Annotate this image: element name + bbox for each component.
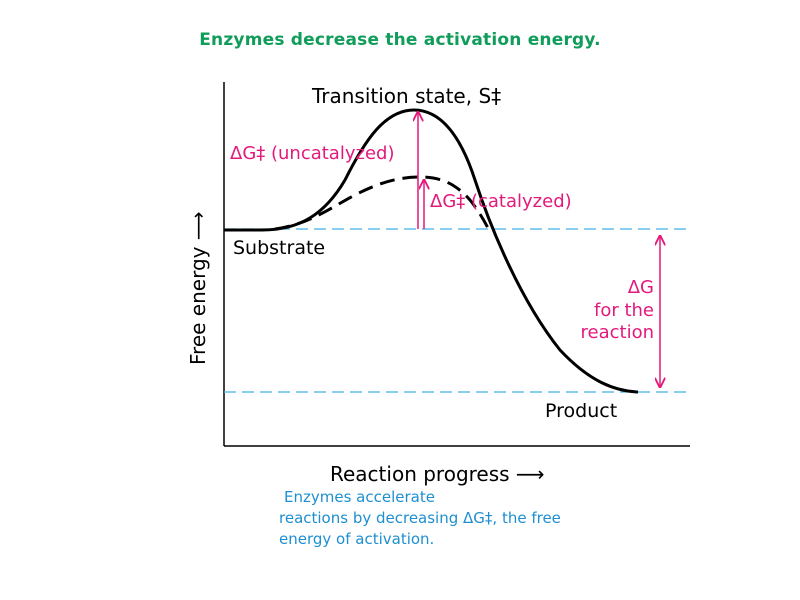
uncatalyzed-delta-g-label: ΔG‡ (uncatalyzed) — [230, 143, 394, 164]
y-axis-label: Free energy ⟶ — [186, 211, 210, 365]
reaction-delta-g-label-line1: ΔG — [628, 277, 654, 298]
product-label: Product — [545, 400, 617, 422]
caption-line-3: energy of activation. — [279, 530, 435, 548]
catalyzed-delta-g-label: ΔG‡ (catalyzed) — [430, 191, 572, 212]
caption-line-1: Enzymes accelerate — [284, 488, 435, 506]
x-axis-label: Reaction progress ⟶ — [330, 462, 545, 486]
catalyzed-curve — [274, 175, 492, 233]
transition-state-label: Transition state, S‡ — [311, 84, 501, 108]
reaction-delta-g-label-line3: reaction — [581, 322, 655, 343]
caption: Enzymes accelerate reactions by decreasi… — [279, 487, 609, 550]
reaction-delta-g-label-line2: for the — [594, 300, 654, 321]
caption-line-2: reactions by decreasing ΔG‡, the free — [279, 509, 561, 527]
slide-title: Enzymes decrease the activation energy. — [199, 30, 601, 50]
uncatalyzed-curve — [224, 108, 639, 394]
substrate-label: Substrate — [233, 237, 325, 259]
